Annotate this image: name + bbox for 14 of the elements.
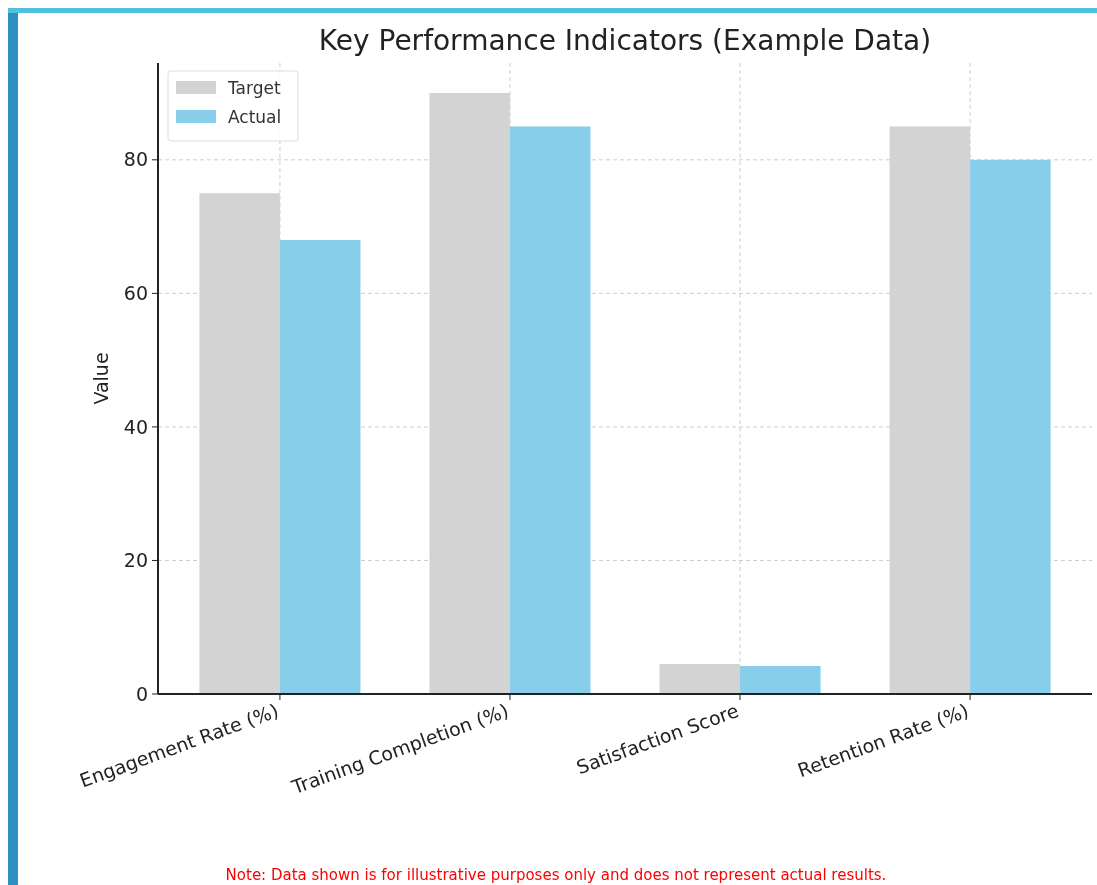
legend-label: Target (227, 77, 281, 98)
text: Note: Data shown is for illustrative purposes only and does not represent actual results. (225, 866, 887, 884)
y-tick-label: 60 (123, 282, 148, 305)
y-tick-label: 0 (135, 682, 148, 705)
bar (279, 239, 361, 694)
y-tick-label: 40 (123, 415, 148, 438)
y-tick-label: 20 (123, 549, 148, 572)
bar (509, 126, 591, 694)
chart-title: Key Performance Indicators (Example Data) (318, 24, 932, 57)
y-tick-label: 80 (123, 148, 148, 171)
bar (970, 159, 1051, 694)
bar (740, 665, 821, 694)
legend-label: Actual (228, 106, 282, 127)
y-axis-title: Value (90, 352, 112, 405)
